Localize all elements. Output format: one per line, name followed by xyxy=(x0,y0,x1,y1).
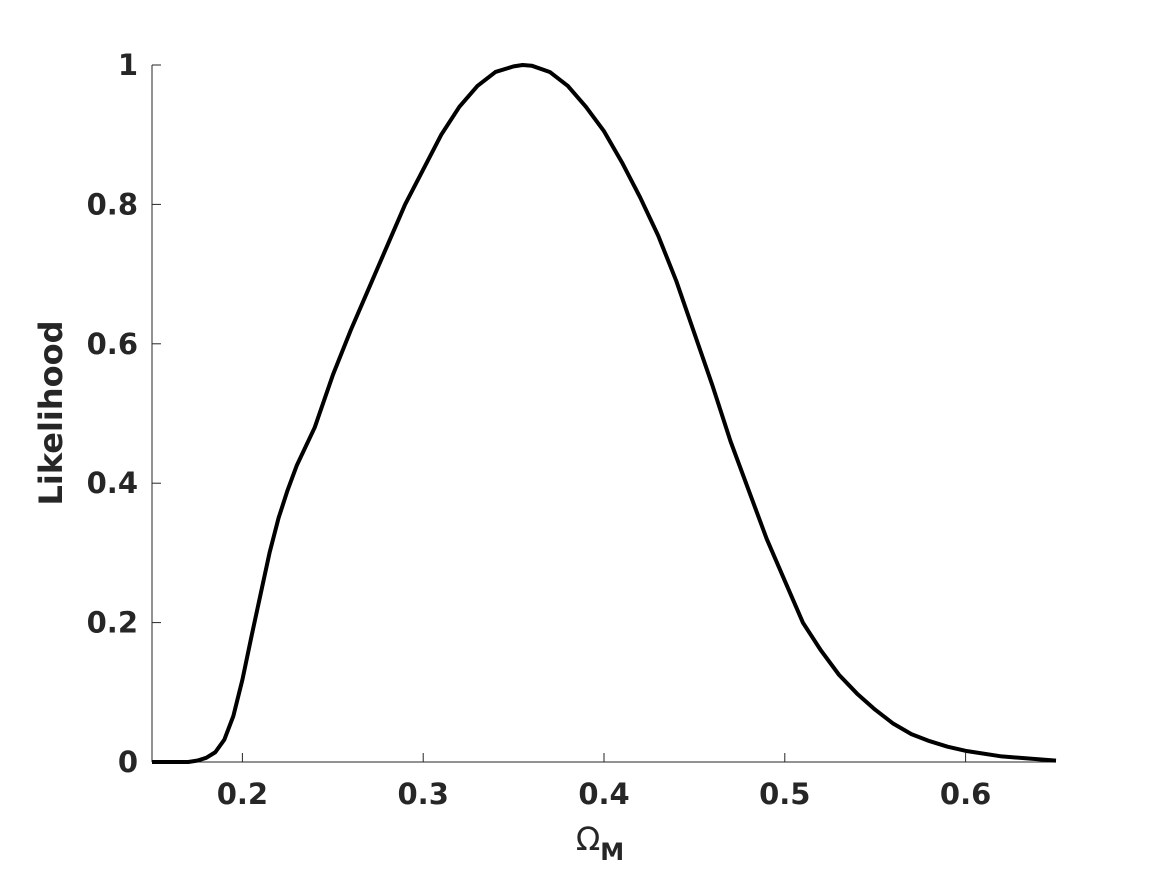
x-tick-label: 0.6 xyxy=(940,777,991,811)
y-tick-label: 0.6 xyxy=(87,327,138,361)
y-tick-label: 0.2 xyxy=(87,606,138,640)
y-axis-label: Likelihood xyxy=(32,320,70,505)
x-tick-label: 0.3 xyxy=(398,777,449,811)
x-tick-label: 0.2 xyxy=(217,777,268,811)
x-tick-label: 0.5 xyxy=(759,777,810,811)
y-tick-label: 0 xyxy=(118,745,138,779)
line-series xyxy=(152,63,1057,764)
x-label-subscript: M xyxy=(600,838,624,866)
y-tick-label: 0.8 xyxy=(87,187,138,221)
y-tick-label: 1 xyxy=(118,48,138,82)
x-tick-label: 0.4 xyxy=(578,777,629,811)
x-label-symbol: Ω xyxy=(576,820,600,858)
y-tick-label: 0.4 xyxy=(87,466,138,500)
x-axis-label: ΩM xyxy=(576,820,624,866)
